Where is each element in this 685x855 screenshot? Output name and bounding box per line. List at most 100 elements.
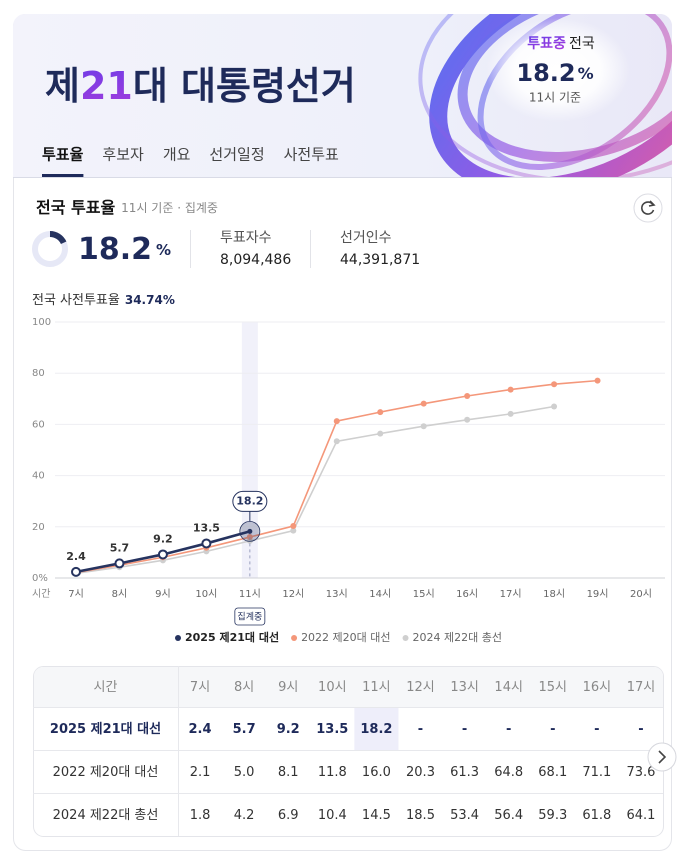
table-cell: 73.6 (626, 765, 655, 780)
y-tick-label: 20 (32, 522, 45, 533)
table-cell: 8.1 (278, 765, 299, 780)
x-tick-label: 17시 (500, 588, 522, 600)
legend-label: 2022 제20대 대선 (301, 631, 390, 644)
x-axis-label: 시간 (32, 588, 50, 600)
table-cell: 18.2 (360, 722, 392, 737)
tab[interactable]: 선거일정 (209, 146, 264, 164)
table-header-cell: 11시 (362, 680, 391, 695)
table-cell: 61.8 (582, 808, 611, 823)
table-cell: 4.2 (234, 808, 255, 823)
legend-label: 2025 제21대 대선 (185, 630, 279, 644)
data-point (420, 400, 427, 407)
x-tick-label: 9시 (155, 588, 171, 600)
data-point (377, 430, 384, 437)
table-cell: 71.1 (582, 765, 611, 780)
table-header-cell: 7시 (190, 680, 210, 695)
title-part: 제 (45, 64, 80, 108)
data-point (71, 566, 81, 577)
table-cell: 2024 제22대 총선 (53, 808, 159, 823)
refresh-button[interactable] (633, 193, 663, 223)
table-cell: 1.8 (190, 808, 211, 823)
header-bg (13, 14, 672, 177)
early-vote: 전국 사전투표율 34.74% (32, 293, 175, 308)
header-rate: 18.2% (516, 59, 593, 87)
data-point (290, 523, 297, 530)
tab[interactable]: 후보자 (102, 146, 144, 164)
donut-arc (49, 231, 67, 245)
table-header-cell: 14시 (494, 680, 523, 695)
status-region: 전국 (569, 36, 595, 52)
table-cell: 11.8 (318, 765, 347, 780)
table-cell: - (506, 722, 511, 737)
table-cell: 59.3 (538, 808, 567, 823)
y-tick-label: 100 (32, 317, 51, 328)
series-line (75, 405, 555, 575)
data-point (114, 558, 125, 569)
status-label: 집계중 (237, 611, 262, 623)
data-label: 9.2 (153, 532, 173, 545)
table-cell: 2022 제20대 대선 (53, 765, 159, 780)
data-label: 2.4 (66, 550, 86, 563)
data-point (246, 534, 253, 541)
table-cell: 2025 제21대 대선 (50, 721, 161, 737)
rate-unit: % (156, 241, 171, 259)
data-label: 5.7 (110, 541, 130, 554)
data-point (290, 527, 297, 534)
y-tick-label: 80 (32, 368, 45, 379)
table-header-cell: 10시 (318, 680, 347, 695)
status: 투표중 전국 (527, 36, 595, 52)
status-box (234, 607, 266, 626)
table-header-cell: 8시 (234, 680, 254, 695)
data-point (507, 410, 514, 417)
data-point (333, 418, 340, 425)
data-point (247, 528, 253, 534)
early-value: 34.74% (125, 293, 175, 307)
highlight-cell (354, 707, 399, 750)
table-cell: - (638, 722, 643, 737)
y-tick-label: 60 (32, 419, 45, 430)
data-point (201, 538, 212, 549)
table-cell: 9.2 (277, 722, 300, 737)
x-tick-label: 11시 (239, 588, 261, 600)
x-tick-label: 16시 (456, 588, 478, 600)
callout-box (232, 490, 268, 512)
table-cell: 53.4 (450, 808, 479, 823)
table-header-cell: 시간 (94, 680, 118, 695)
y-tick-label: 0% (32, 573, 48, 584)
table-header-cell: 15시 (539, 680, 568, 695)
table-cell: 18.5 (406, 808, 435, 823)
data-point (551, 381, 558, 388)
tab[interactable]: 사전투표 (284, 146, 339, 164)
table-header-cell: 9시 (278, 680, 298, 695)
table-cell: 2.4 (189, 722, 212, 737)
section-title: 전국 투표율 11시 기준 · 집계중 (36, 198, 218, 217)
stat-value: 44,391,871 (340, 252, 420, 268)
scroll-right-button[interactable] (647, 742, 677, 772)
table-cell: 13.5 (316, 722, 348, 737)
stat-label: 투표자수 (220, 230, 272, 246)
table-header-cell: 12시 (406, 680, 435, 695)
rate-value: 18.2 (516, 59, 575, 87)
rate-value: 18.2 (78, 232, 152, 267)
as-of: 11시 기준 (529, 91, 581, 105)
table-cell: - (594, 722, 599, 737)
tab[interactable]: 투표율 (42, 146, 84, 164)
table-cell: - (418, 722, 423, 737)
x-tick-label: 8시 (112, 588, 128, 600)
x-tick-label: 13시 (326, 588, 348, 600)
title-part: 21 (80, 64, 133, 108)
x-tick-label: 14시 (369, 588, 391, 600)
highlight-band (241, 322, 258, 578)
data-point (333, 438, 340, 445)
data-label: 13.5 (193, 521, 220, 534)
tab[interactable]: 개요 (163, 146, 191, 164)
table-cell: 10.4 (318, 808, 347, 823)
table-cell: 68.1 (538, 765, 567, 780)
data-point (157, 549, 168, 560)
legend-label: 2024 제22대 총선 (413, 631, 502, 644)
table-header-cell: 16시 (583, 680, 612, 695)
data-label: 18.2 (236, 494, 263, 507)
table-cell: 5.0 (234, 765, 255, 780)
